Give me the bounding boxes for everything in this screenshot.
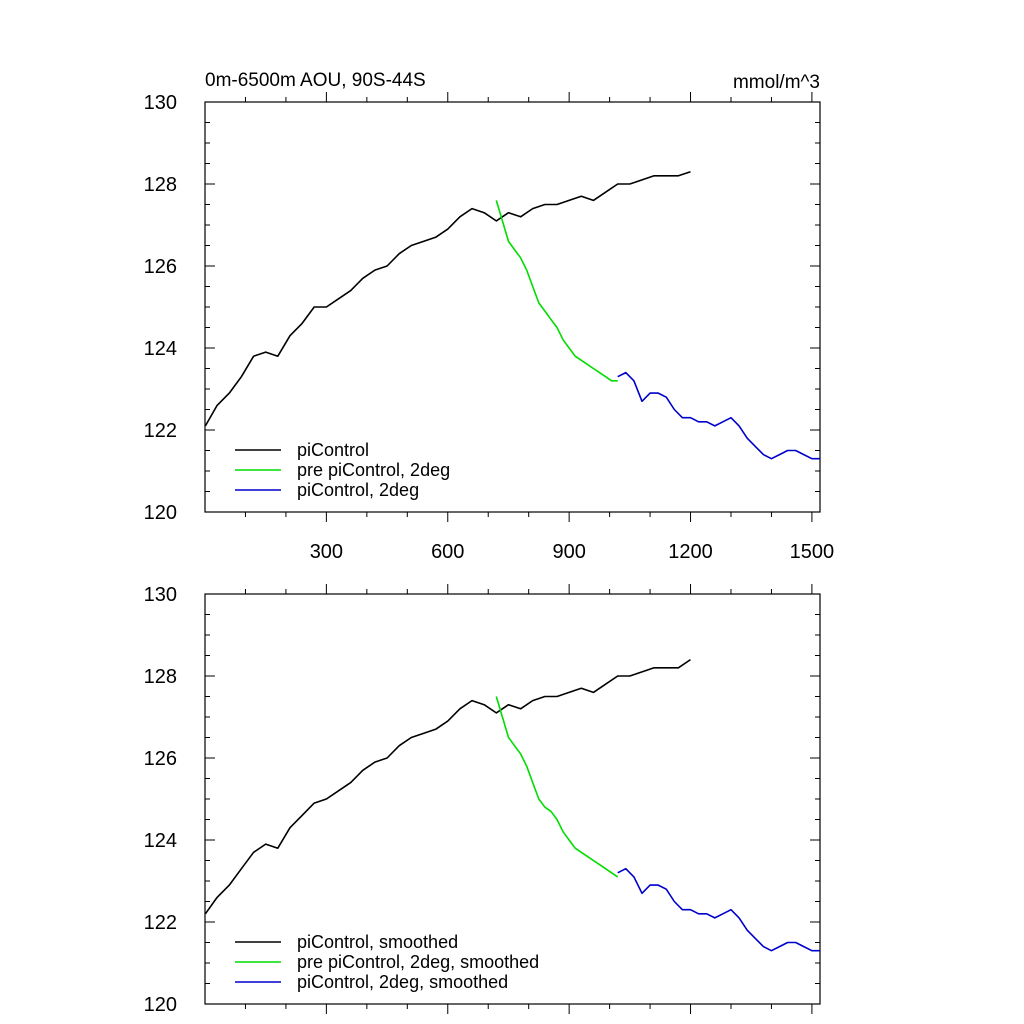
units-label: mmol/m^3 <box>733 72 820 93</box>
legend-label: piControl, smoothed <box>297 932 458 952</box>
y-tick-label: 130 <box>144 584 177 606</box>
x-tick-label: 1200 <box>668 541 713 563</box>
chart-title: 0m-6500m AOU, 90S-44S <box>205 70 426 91</box>
y-tick-label: 122 <box>144 420 177 442</box>
y-tick-label: 120 <box>144 502 177 524</box>
legend-label: pre piControl, 2deg, smoothed <box>297 952 539 972</box>
series-line <box>617 867 820 952</box>
series-line <box>204 658 691 915</box>
legend-label: piControl, 2deg, smoothed <box>297 972 508 992</box>
y-tick-label: 122 <box>144 912 177 934</box>
y-tick-label: 128 <box>144 666 177 688</box>
top-panel: 120 122 124 126 128 130 300 600 900 1200 1500 piCon… <box>144 92 835 563</box>
series-line <box>495 200 618 382</box>
series-line <box>204 170 691 427</box>
x-tick-label: 1500 <box>790 541 835 563</box>
x-tick-label: 300 <box>310 541 343 563</box>
legend-label: piControl <box>297 440 369 460</box>
series-line <box>495 696 619 878</box>
y-tick-label: 124 <box>144 338 177 360</box>
bottom-panel: 120 122 124 126 128 130 piControl, smoothedpre… <box>144 584 821 1016</box>
y-tick-label: 126 <box>144 748 177 770</box>
y-tick-label: 130 <box>144 92 177 114</box>
legend-label: piControl, 2deg <box>297 480 419 500</box>
x-tick-label: 600 <box>431 541 464 563</box>
series-line <box>617 371 820 460</box>
y-tick-label: 124 <box>144 830 177 852</box>
y-tick-label: 120 <box>144 994 177 1016</box>
x-tick-label: 900 <box>552 541 585 563</box>
legend-label: pre piControl, 2deg <box>297 460 450 480</box>
y-tick-label: 126 <box>144 256 177 278</box>
y-tick-label: 128 <box>144 174 177 196</box>
